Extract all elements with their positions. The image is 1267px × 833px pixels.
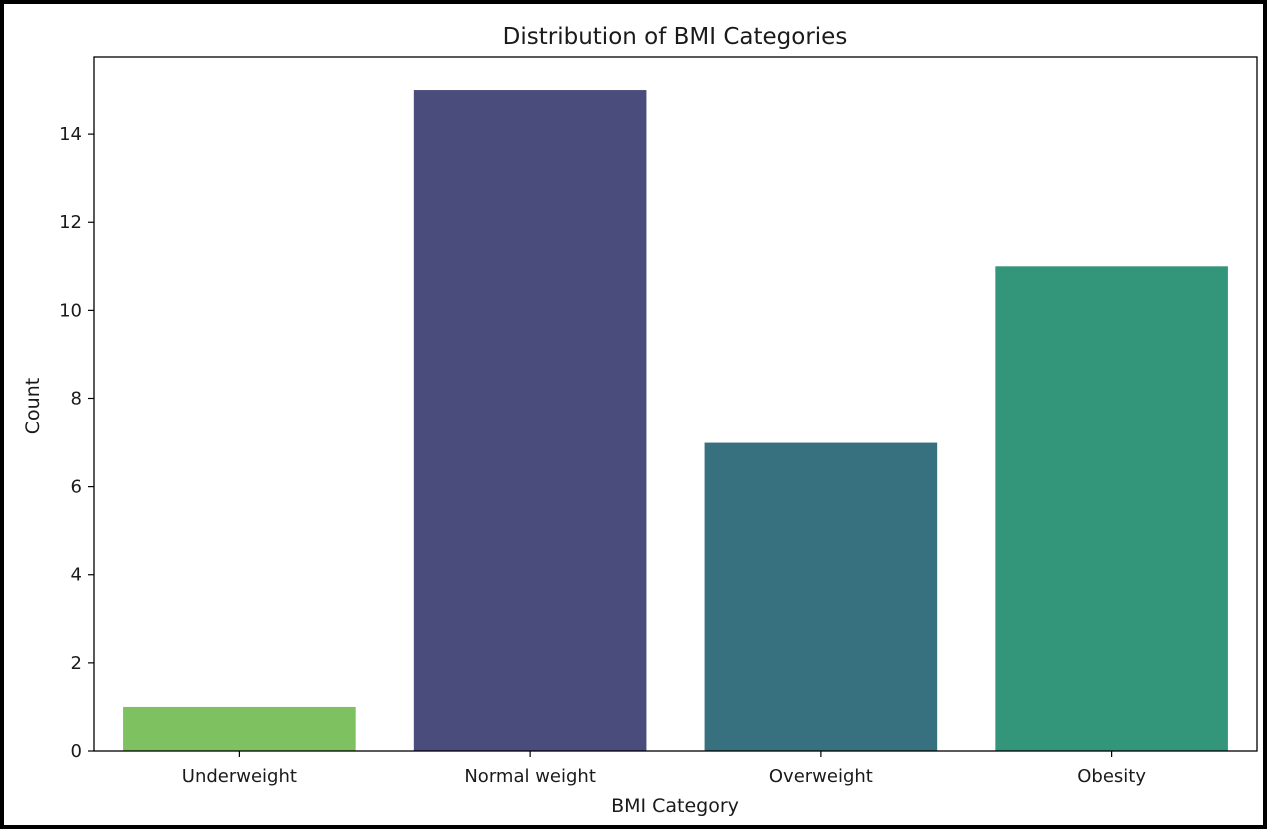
y-tick-label: 12: [59, 212, 82, 233]
x-tick-label: Overweight: [769, 766, 873, 787]
y-tick-label: 0: [71, 741, 82, 762]
x-tick-label: Underweight: [182, 766, 297, 787]
bar-obesity: [995, 266, 1228, 751]
chart-title: Distribution of BMI Categories: [503, 24, 848, 50]
y-axis-label: Count: [22, 378, 44, 434]
y-tick-label: 2: [71, 653, 82, 674]
y-tick-label: 10: [59, 300, 82, 321]
bar-chart: Distribution of BMI Categories BMI Categ…: [22, 24, 1258, 817]
x-tick-label: Normal weight: [464, 766, 596, 787]
y-tick-label: 4: [71, 565, 82, 586]
bar-underweight: [123, 706, 356, 751]
y-tick-label: 8: [71, 388, 82, 409]
y-tick-label: 6: [71, 477, 82, 498]
bar-overweight: [704, 442, 938, 751]
y-tick-label: 14: [59, 124, 82, 145]
bars-group: [123, 90, 1228, 752]
plot-area-border: [93, 56, 1258, 752]
x-ticks-group: Underweight Normal weight Overweight Obesit…: [182, 751, 1146, 787]
x-tick-label: Obesity: [1077, 766, 1146, 787]
x-axis-label: BMI Category: [611, 795, 739, 817]
bar-normal-weight: [413, 90, 647, 752]
y-ticks-group: 0 2 4 6 8 10 12 14: [59, 124, 94, 762]
